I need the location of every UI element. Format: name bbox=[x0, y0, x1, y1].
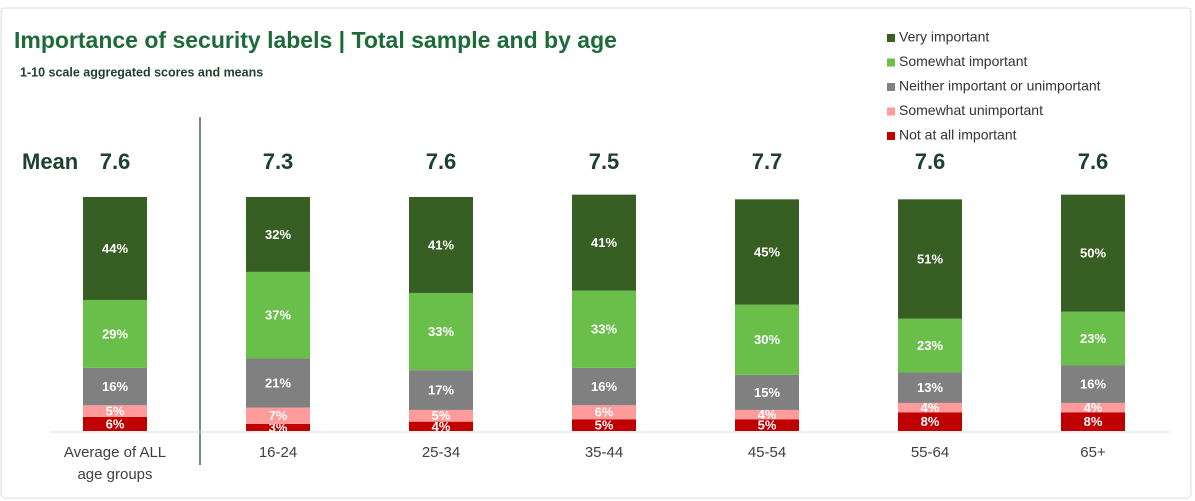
bar-segment bbox=[1061, 412, 1125, 431]
mean-value: 7.5 bbox=[589, 149, 620, 174]
legend-label: Somewhat important bbox=[899, 53, 1028, 69]
data-label: 4% bbox=[921, 400, 940, 415]
data-label: 6% bbox=[595, 405, 614, 420]
data-label: 4% bbox=[1084, 400, 1103, 415]
bar-segment bbox=[735, 374, 799, 410]
bar-segment bbox=[572, 290, 636, 368]
bar-segment bbox=[898, 372, 962, 403]
bar-segment bbox=[735, 199, 799, 305]
bar-segment bbox=[1061, 194, 1125, 312]
frame bbox=[0, 7, 1192, 499]
data-label: 32% bbox=[265, 227, 291, 242]
data-label: 51% bbox=[917, 251, 943, 266]
legend-swatch bbox=[887, 83, 895, 91]
bar-segment bbox=[409, 421, 473, 431]
legend-label: Somewhat unimportant bbox=[899, 102, 1043, 118]
data-label: 17% bbox=[428, 382, 454, 397]
data-label: 41% bbox=[428, 237, 454, 252]
data-label: 15% bbox=[754, 385, 780, 400]
mean-value: 7.6 bbox=[915, 149, 946, 174]
bar-segment bbox=[83, 367, 147, 406]
mean-value: 7.6 bbox=[1078, 149, 1109, 174]
bar-segment bbox=[572, 194, 636, 291]
bar-segment bbox=[898, 412, 962, 431]
bar-segment bbox=[409, 197, 473, 293]
data-label: 5% bbox=[106, 404, 125, 419]
mean-label: Mean bbox=[22, 149, 78, 174]
data-label: 41% bbox=[591, 235, 617, 250]
data-label: 23% bbox=[1080, 331, 1106, 346]
data-label: 50% bbox=[1080, 246, 1106, 261]
bar-segment bbox=[735, 419, 799, 431]
mean-value: 7.6 bbox=[100, 149, 131, 174]
bar-segment bbox=[409, 370, 473, 410]
bar-segment bbox=[83, 405, 147, 417]
chart-subtitle: 1-10 scale aggregated scores and means bbox=[20, 65, 263, 79]
data-label: 23% bbox=[917, 338, 943, 353]
category-label: 55-64 bbox=[910, 444, 950, 461]
bar-segment bbox=[898, 402, 962, 413]
category-label: Average of ALL age groups bbox=[63, 444, 167, 483]
data-label: 16% bbox=[1080, 377, 1106, 392]
data-label: 30% bbox=[754, 332, 780, 347]
data-label: 8% bbox=[921, 414, 940, 429]
legend-swatch bbox=[887, 132, 895, 140]
bar-segment bbox=[1061, 365, 1125, 403]
legend-swatch bbox=[887, 58, 895, 67]
bar-segment bbox=[83, 197, 147, 300]
data-label: 4% bbox=[758, 407, 777, 422]
data-label: 44% bbox=[102, 241, 128, 256]
bar-segment bbox=[409, 292, 473, 371]
mean-value: 7.3 bbox=[263, 149, 294, 174]
legend-swatch bbox=[887, 107, 895, 116]
data-label: 13% bbox=[917, 380, 943, 395]
data-label: 5% bbox=[432, 408, 451, 423]
bar-segment bbox=[1061, 311, 1125, 366]
data-label: 45% bbox=[754, 244, 780, 259]
bar-segment bbox=[898, 318, 962, 373]
data-label: 33% bbox=[428, 324, 454, 339]
data-label: 4% bbox=[432, 419, 451, 434]
bar-segment bbox=[409, 409, 473, 422]
mean-value: 7.7 bbox=[752, 149, 783, 174]
data-label: 16% bbox=[591, 379, 617, 394]
bar-segment bbox=[572, 367, 636, 406]
legend-label: Not at all important bbox=[899, 127, 1017, 143]
bar-segment bbox=[735, 304, 799, 375]
legend-swatch bbox=[887, 34, 895, 42]
bar-segment bbox=[83, 299, 147, 368]
data-label: 8% bbox=[1084, 414, 1103, 429]
category-label: 16-24 bbox=[258, 444, 298, 461]
data-label: 7% bbox=[269, 408, 288, 423]
bar-segment bbox=[572, 419, 636, 431]
data-label: 5% bbox=[758, 418, 777, 433]
category-label: 65+ bbox=[1080, 444, 1106, 461]
category-label: 35-44 bbox=[584, 444, 624, 461]
bar-segment bbox=[572, 405, 636, 420]
data-label: 16% bbox=[102, 379, 128, 394]
legend-label: Very important bbox=[899, 29, 989, 45]
data-label: 5% bbox=[595, 418, 614, 433]
data-label: 37% bbox=[265, 308, 291, 323]
data-label: 29% bbox=[102, 326, 128, 341]
bar-segment bbox=[246, 197, 310, 272]
category-label: 45-54 bbox=[747, 444, 787, 461]
bar-segment bbox=[83, 416, 147, 431]
legend-label: Neither important or unimportant bbox=[899, 78, 1101, 94]
bar-segment bbox=[246, 358, 310, 408]
data-label: 21% bbox=[265, 375, 291, 390]
bar-segment bbox=[735, 409, 799, 420]
bar-segment bbox=[1061, 402, 1125, 413]
bar-segment bbox=[898, 199, 962, 319]
bar-segment bbox=[246, 407, 310, 424]
mean-value: 7.6 bbox=[426, 149, 457, 174]
category-label: 25-34 bbox=[421, 444, 461, 461]
data-label: 6% bbox=[106, 416, 125, 431]
bar-segment bbox=[246, 271, 310, 359]
data-label: 33% bbox=[591, 322, 617, 337]
chart-title: Importance of security labels | Total sa… bbox=[14, 27, 617, 53]
bar-segment bbox=[246, 423, 310, 431]
